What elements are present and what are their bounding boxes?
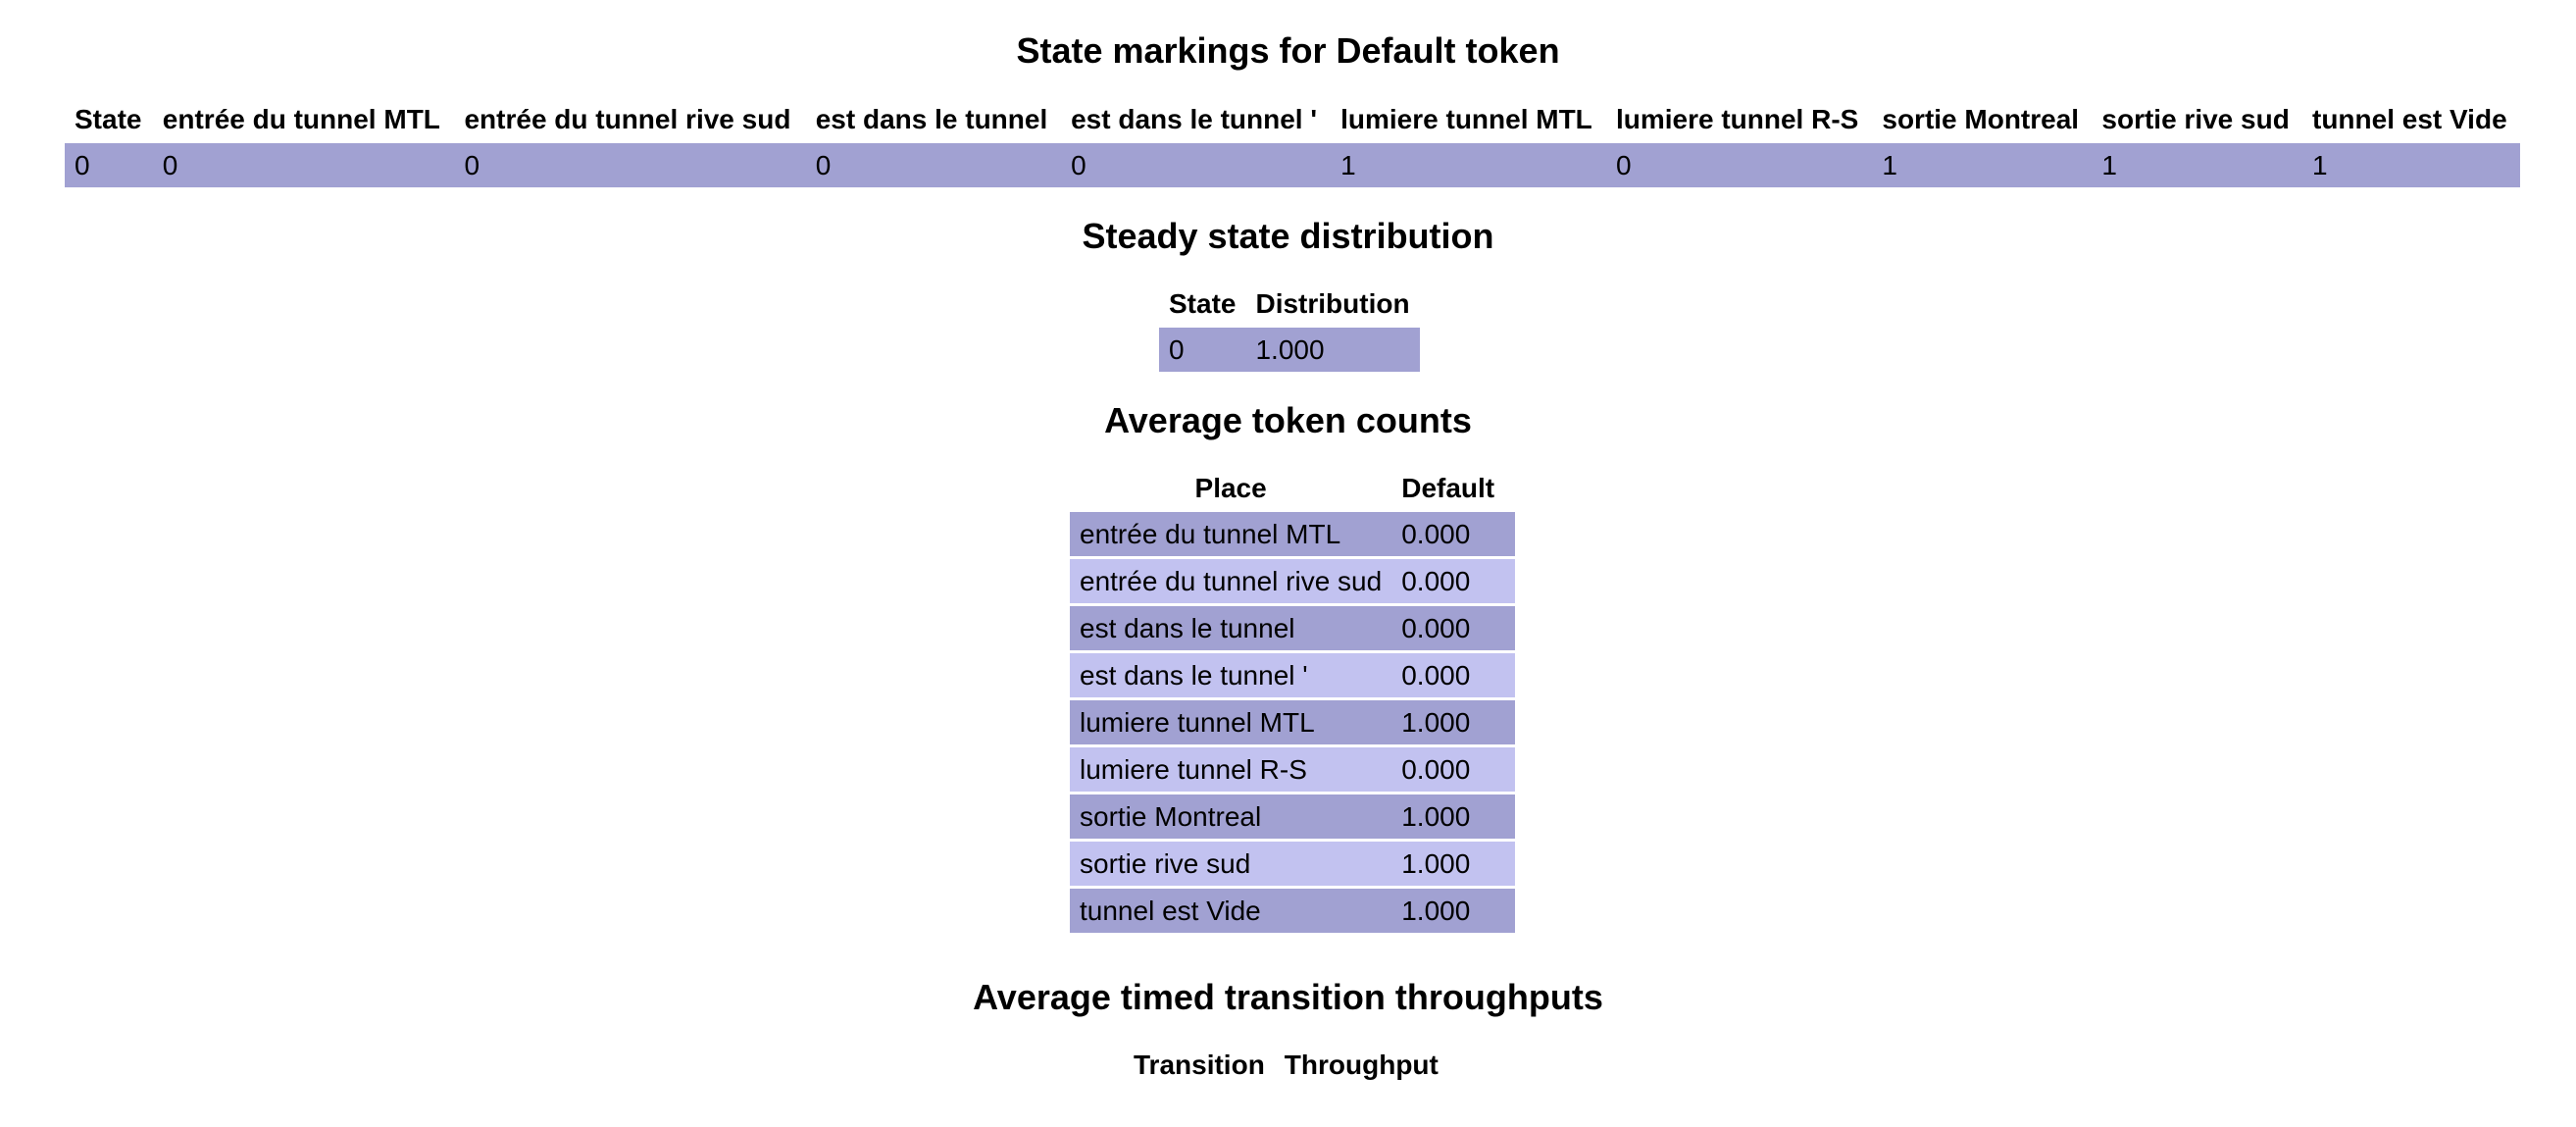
table-cell: 1 [2092, 143, 2302, 187]
value-cell: 0.000 [1391, 653, 1516, 700]
table-cell: 0 [152, 143, 455, 187]
place-cell: entrée du tunnel MTL [1070, 512, 1392, 559]
steady-state-title: Steady state distribution [1082, 216, 1494, 256]
column-header-est-dans-tunnel: est dans le tunnel [815, 104, 1048, 134]
column-header-place: Place [1194, 473, 1267, 503]
place-cell: tunnel est Vide [1070, 889, 1392, 933]
table-header-row: State entrée du tunnel MTL entrée du tun… [65, 96, 2520, 143]
table-row: est dans le tunnel 0.000 [1070, 606, 1516, 653]
state-markings-title: State markings for Default token [1016, 30, 1560, 71]
table-row: tunnel est Vide 1.000 [1070, 889, 1516, 933]
table-row: entrée du tunnel MTL 0.000 [1070, 512, 1516, 559]
place-cell: est dans le tunnel [1070, 606, 1392, 653]
table-cell: 0 [1605, 143, 1873, 187]
value-cell: 0.000 [1391, 747, 1516, 794]
place-cell: est dans le tunnel ' [1070, 653, 1392, 700]
average-token-counts-title: Average token counts [1104, 400, 1472, 440]
table-row: lumiere tunnel MTL 1.000 [1070, 700, 1516, 747]
table-header-row: Transition Throughput [1124, 1042, 1448, 1089]
throughputs-table: Transition Throughput [1124, 1042, 1448, 1089]
column-header-sortie-rive-sud: sortie rive sud [2101, 104, 2290, 134]
table-row: lumiere tunnel R-S 0.000 [1070, 747, 1516, 794]
value-cell: 1.000 [1391, 889, 1516, 933]
column-header-distribution: Distribution [1255, 288, 1410, 319]
table-cell: 0 [1061, 143, 1332, 187]
place-cell: sortie Montreal [1070, 794, 1392, 842]
column-header-state: State [1169, 288, 1237, 319]
table-cell: 0 [1159, 328, 1246, 372]
table-cell: 0 [805, 143, 1062, 187]
table-row: 0 1.000 [1159, 328, 1420, 372]
throughputs-title: Average timed transition throughputs [973, 977, 1603, 1017]
table-header-row: State Distribution [1159, 281, 1420, 328]
value-cell: 1.000 [1391, 794, 1516, 842]
column-header-sortie-montreal: sortie Montreal [1882, 104, 2080, 134]
value-cell: 1.000 [1391, 842, 1516, 889]
column-header-est-dans-tunnel-prime: est dans le tunnel ' [1071, 104, 1318, 134]
average-token-counts-table: Place Default entrée du tunnel MTL 0.000… [1070, 465, 1516, 933]
column-header-default: Default [1401, 473, 1495, 503]
column-header-lumiere-rs: lumiere tunnel R-S [1615, 104, 1859, 134]
column-header-tunnel-vide: tunnel est Vide [2312, 104, 2507, 134]
value-cell: 0.000 [1391, 512, 1516, 559]
state-markings-table: State entrée du tunnel MTL entrée du tun… [65, 96, 2520, 187]
place-cell: lumiere tunnel MTL [1070, 700, 1392, 747]
table-cell: 1 [2302, 143, 2520, 187]
column-header-state: State [75, 104, 142, 134]
table-cell: 0 [65, 143, 153, 187]
value-cell: 0.000 [1391, 606, 1516, 653]
column-header-lumiere-mtl: lumiere tunnel MTL [1340, 104, 1592, 134]
table-row: 0 0 0 0 0 1 0 1 1 1 [65, 143, 2520, 187]
steady-state-table: State Distribution 0 1.000 [1159, 281, 1420, 372]
place-cell: lumiere tunnel R-S [1070, 747, 1392, 794]
column-header-entree-rive-sud: entrée du tunnel rive sud [464, 104, 791, 134]
table-row: entrée du tunnel rive sud 0.000 [1070, 559, 1516, 606]
value-cell: 0.000 [1391, 559, 1516, 606]
table-header-row: Place Default [1070, 465, 1515, 512]
table-cell: 1 [1872, 143, 2093, 187]
table-row: sortie Montreal 1.000 [1070, 794, 1516, 842]
column-header-throughput: Throughput [1284, 1050, 1439, 1080]
table-cell: 0 [454, 143, 806, 187]
table-row: est dans le tunnel ' 0.000 [1070, 653, 1516, 700]
column-header-entree-mtl: entrée du tunnel MTL [162, 104, 440, 134]
table-cell: 1 [1331, 143, 1606, 187]
place-cell: sortie rive sud [1070, 842, 1392, 889]
column-header-transition: Transition [1134, 1050, 1265, 1080]
value-cell: 1.000 [1391, 700, 1516, 747]
table-cell: 1.000 [1245, 328, 1420, 372]
table-row: sortie rive sud 1.000 [1070, 842, 1516, 889]
place-cell: entrée du tunnel rive sud [1070, 559, 1392, 606]
